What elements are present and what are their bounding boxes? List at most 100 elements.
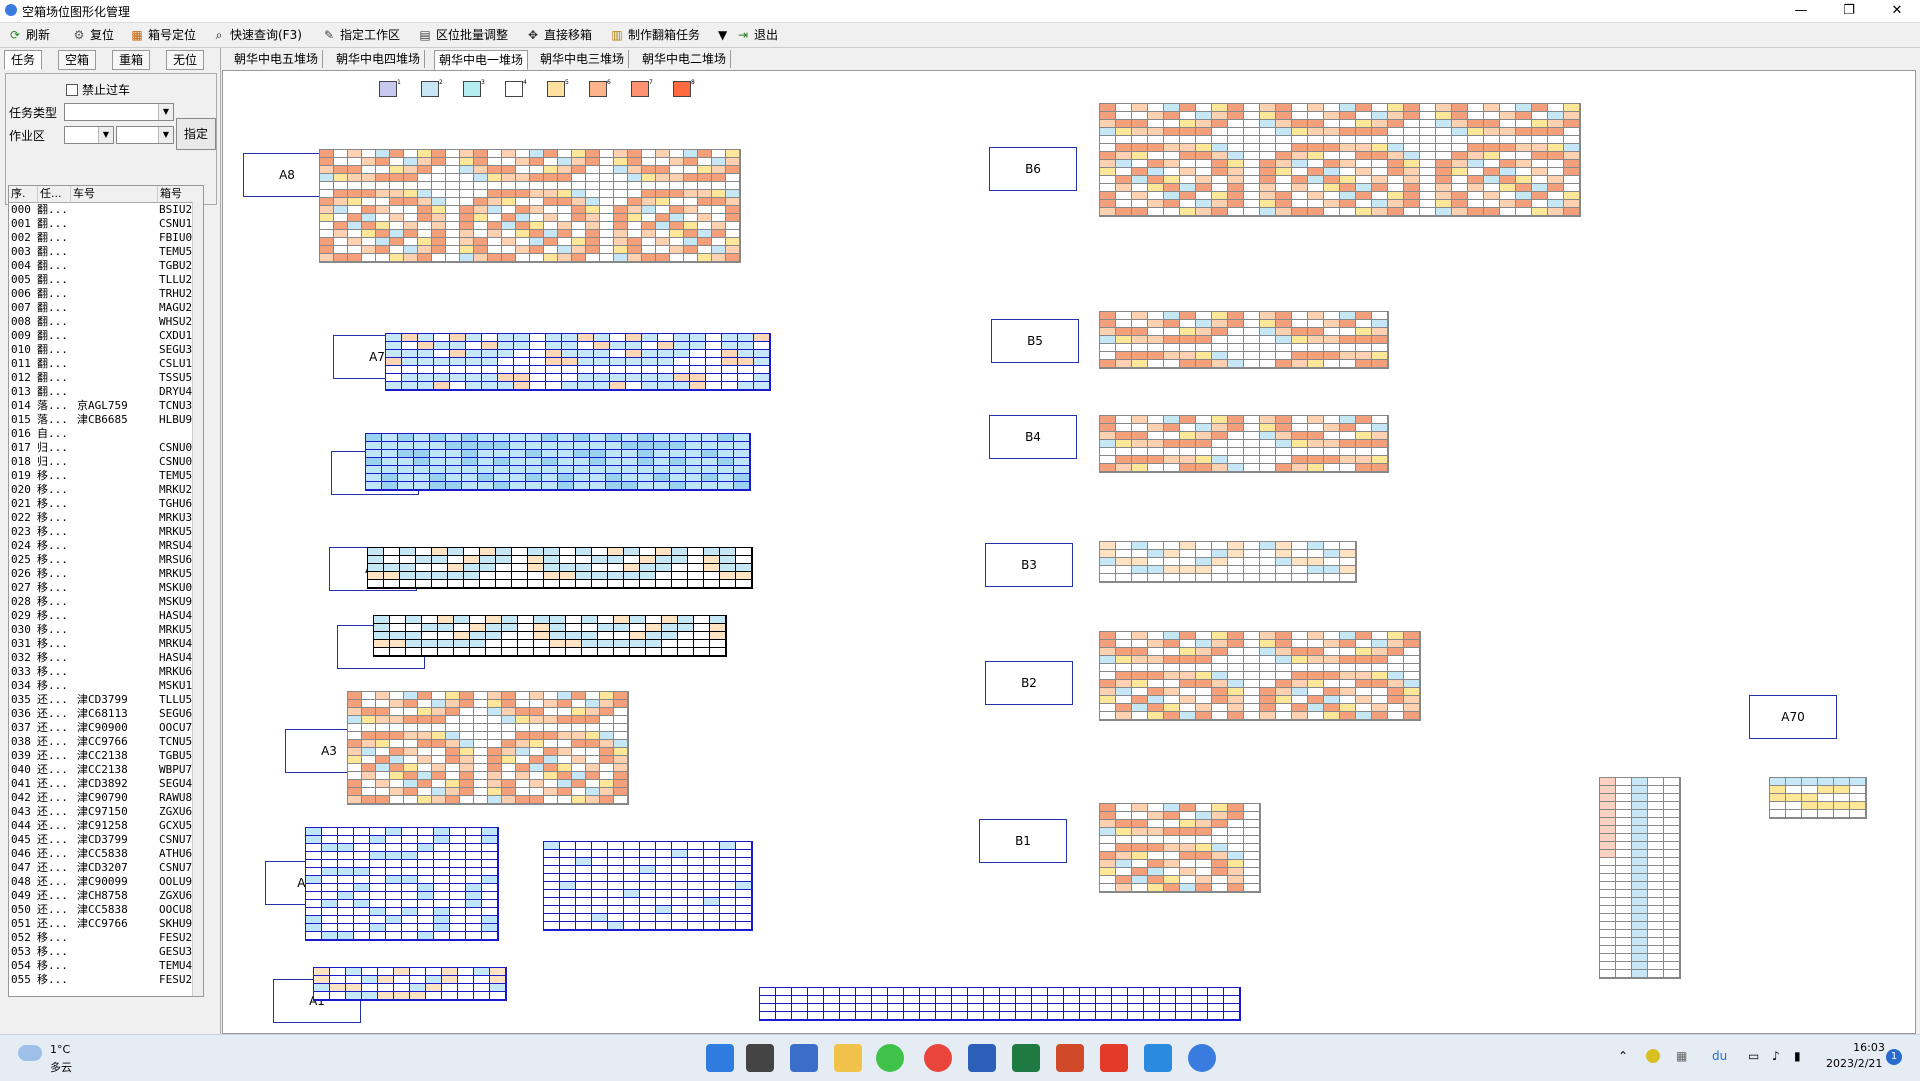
yard-slot[interactable] bbox=[1340, 152, 1356, 160]
yard-slot[interactable] bbox=[684, 158, 698, 166]
yard-slot[interactable] bbox=[572, 732, 586, 740]
yard-slot[interactable] bbox=[736, 580, 752, 588]
yard-slot[interactable] bbox=[600, 238, 614, 246]
yard-slot[interactable] bbox=[718, 474, 734, 482]
col-header-truck[interactable]: 车号 bbox=[71, 186, 158, 203]
yard-slot[interactable] bbox=[418, 724, 432, 732]
yard-slot[interactable] bbox=[572, 748, 586, 756]
yard-slot[interactable] bbox=[1132, 128, 1148, 136]
yard-slot[interactable] bbox=[684, 182, 698, 190]
yard-slot[interactable] bbox=[1500, 152, 1516, 160]
yard-slot[interactable] bbox=[544, 572, 560, 580]
yard-slot[interactable] bbox=[888, 1004, 904, 1012]
yard-slot[interactable] bbox=[490, 976, 506, 984]
yard-slot[interactable] bbox=[1212, 448, 1228, 456]
yard-slot[interactable] bbox=[544, 166, 558, 174]
yard-slot[interactable] bbox=[432, 796, 446, 804]
yard-slot[interactable] bbox=[1276, 696, 1292, 704]
yard-slot[interactable] bbox=[1212, 432, 1228, 440]
yard-slot[interactable] bbox=[566, 648, 582, 656]
yard-slot[interactable] bbox=[1100, 542, 1116, 550]
yard-slot[interactable] bbox=[1356, 696, 1372, 704]
yard-slot[interactable] bbox=[1244, 144, 1260, 152]
yard-slot[interactable] bbox=[490, 992, 506, 1000]
yard-slot[interactable] bbox=[572, 692, 586, 700]
yard-slot[interactable] bbox=[704, 548, 720, 556]
yard-slot[interactable] bbox=[698, 174, 712, 182]
yard-slot[interactable] bbox=[1632, 818, 1648, 826]
yard-slot[interactable] bbox=[736, 866, 752, 874]
yard-slot[interactable] bbox=[656, 182, 670, 190]
yard-slot[interactable] bbox=[1096, 1012, 1112, 1020]
yard-slot[interactable] bbox=[560, 874, 576, 882]
yard-slot[interactable] bbox=[1532, 200, 1548, 208]
yard-slot[interactable] bbox=[462, 434, 478, 442]
yard-slot[interactable] bbox=[376, 238, 390, 246]
yard-slot[interactable] bbox=[1276, 192, 1292, 200]
yard-slot[interactable] bbox=[376, 740, 390, 748]
yard-slot[interactable] bbox=[1228, 424, 1244, 432]
yard-slot[interactable] bbox=[1244, 352, 1260, 360]
yard-slot[interactable] bbox=[578, 374, 594, 382]
yard-slot[interactable] bbox=[1132, 696, 1148, 704]
yard-slot[interactable] bbox=[446, 732, 460, 740]
yard-slot[interactable] bbox=[1196, 704, 1212, 712]
yard-slot[interactable] bbox=[684, 254, 698, 262]
yard-slot[interactable] bbox=[464, 564, 480, 572]
zone-label-a8[interactable]: A8 bbox=[243, 153, 331, 197]
zone-label-b5[interactable]: B5 bbox=[991, 319, 1079, 363]
yard-slot[interactable] bbox=[460, 764, 474, 772]
yard-slot[interactable] bbox=[1116, 558, 1132, 566]
yard-slot[interactable] bbox=[684, 190, 698, 198]
yard-slot[interactable] bbox=[1148, 836, 1164, 844]
yard-slot[interactable] bbox=[1324, 104, 1340, 112]
yard-slot[interactable] bbox=[1228, 820, 1244, 828]
yard-slot[interactable] bbox=[322, 892, 338, 900]
yard-slot[interactable] bbox=[1180, 860, 1196, 868]
yard-slot[interactable] bbox=[1404, 672, 1420, 680]
yard-slot[interactable] bbox=[460, 692, 474, 700]
yard-slot[interactable] bbox=[572, 756, 586, 764]
yard-slot[interactable] bbox=[558, 166, 572, 174]
yard-slot[interactable] bbox=[1356, 128, 1372, 136]
list-item[interactable]: 048 还... 津C90099 OOLU96 bbox=[9, 875, 203, 889]
yard-slot[interactable] bbox=[434, 350, 450, 358]
yard-slot[interactable] bbox=[542, 458, 558, 466]
list-item[interactable]: 016 自... bbox=[9, 427, 203, 441]
yard-slot[interactable] bbox=[606, 442, 622, 450]
yard-slot[interactable] bbox=[512, 548, 528, 556]
yard-slot[interactable] bbox=[1132, 192, 1148, 200]
yard-slot[interactable] bbox=[1770, 794, 1786, 802]
yard-slot[interactable] bbox=[530, 166, 544, 174]
yard-slot[interactable] bbox=[434, 374, 450, 382]
yard-slot[interactable] bbox=[1100, 656, 1116, 664]
yard-slot[interactable] bbox=[306, 828, 322, 836]
yard-slot[interactable] bbox=[640, 898, 656, 906]
yard-slot[interactable] bbox=[1292, 120, 1308, 128]
yard-slot[interactable] bbox=[1100, 876, 1116, 884]
yard-slot[interactable] bbox=[334, 246, 348, 254]
yard-slot[interactable] bbox=[608, 882, 624, 890]
yard-slot[interactable] bbox=[624, 890, 640, 898]
yard-slot[interactable] bbox=[528, 564, 544, 572]
yard-slot[interactable] bbox=[1388, 640, 1404, 648]
yard-slot[interactable] bbox=[502, 166, 516, 174]
yard-slot[interactable] bbox=[1260, 168, 1276, 176]
yard-slot[interactable] bbox=[640, 922, 656, 930]
yard-slot[interactable] bbox=[628, 214, 642, 222]
yard-slot[interactable] bbox=[466, 366, 482, 374]
yard-slot[interactable] bbox=[1276, 640, 1292, 648]
list-item[interactable]: 011 翻... CSLU16 bbox=[9, 357, 203, 371]
yard-slot[interactable] bbox=[314, 976, 330, 984]
excel-icon[interactable] bbox=[1012, 1044, 1040, 1072]
yard-slot[interactable] bbox=[450, 844, 466, 852]
yard-slot[interactable] bbox=[530, 692, 544, 700]
yard-slot[interactable] bbox=[1388, 128, 1404, 136]
yard-slot[interactable] bbox=[654, 442, 670, 450]
yard-slot[interactable] bbox=[1356, 648, 1372, 656]
yard-slot[interactable] bbox=[736, 898, 752, 906]
yard-slot[interactable] bbox=[1164, 852, 1180, 860]
yard-slot[interactable] bbox=[348, 214, 362, 222]
yard-slot[interactable] bbox=[418, 916, 434, 924]
yard-slot[interactable] bbox=[1616, 890, 1632, 898]
